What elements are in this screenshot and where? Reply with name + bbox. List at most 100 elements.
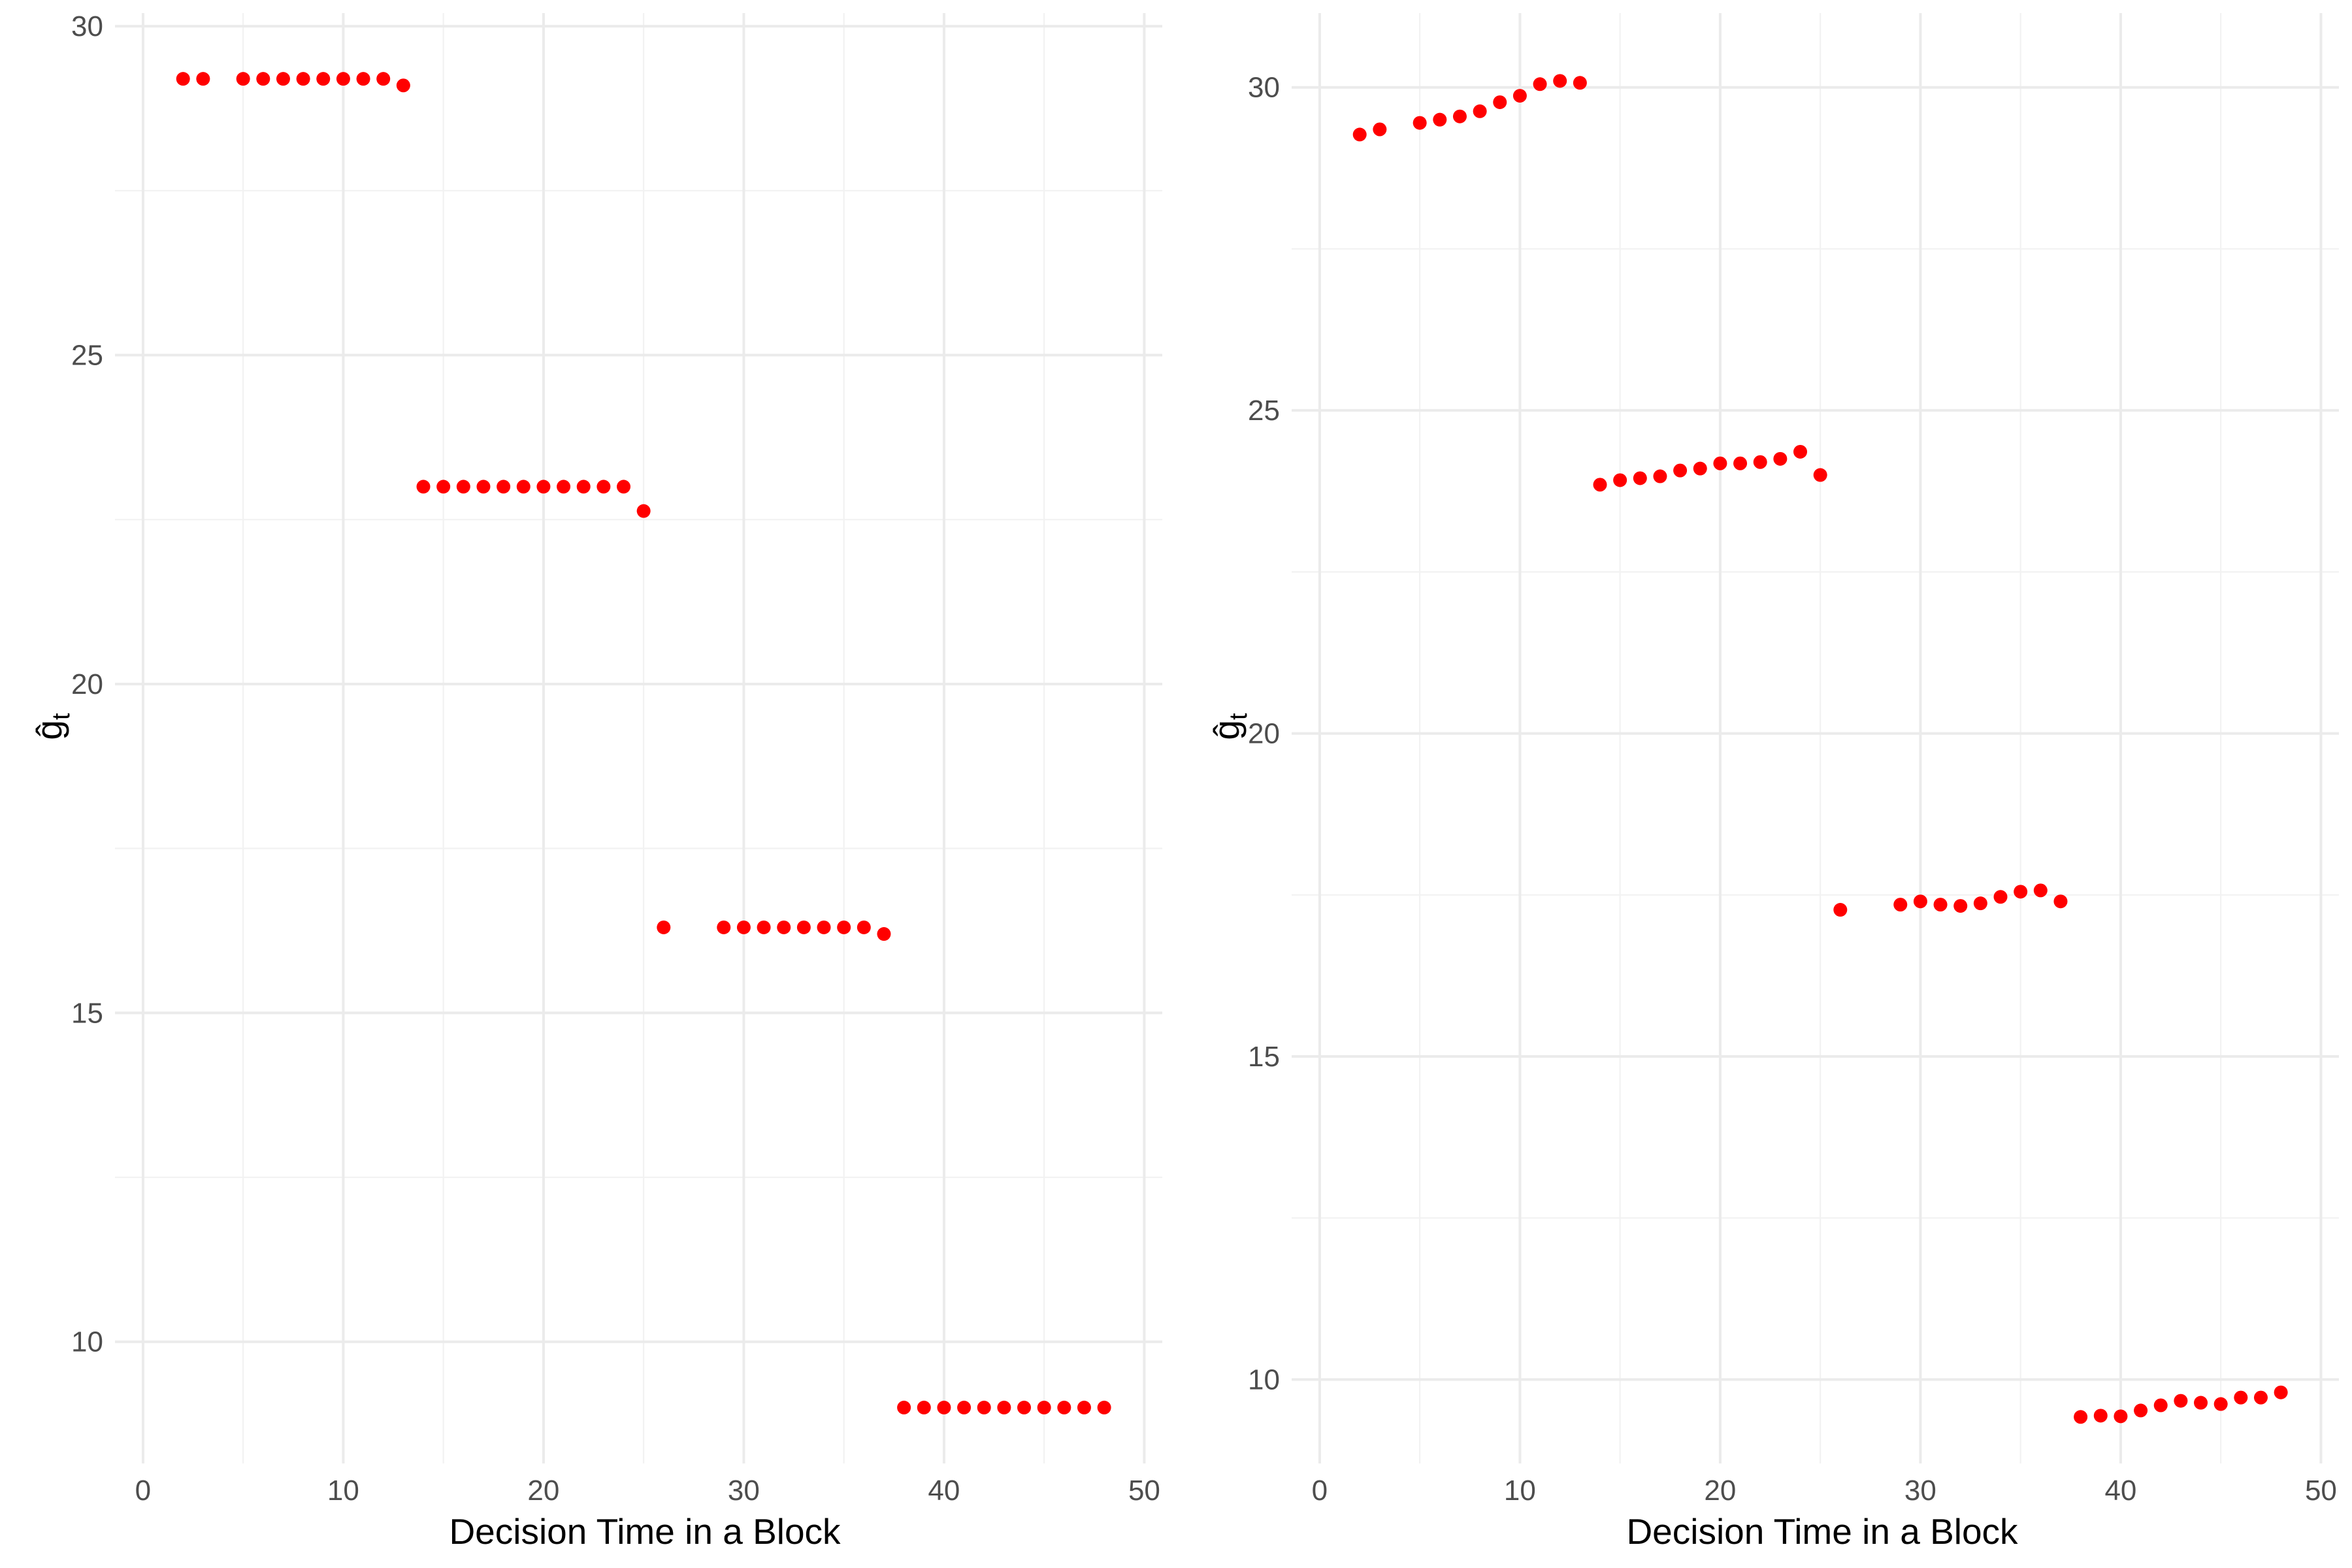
data-point (1057, 1400, 1071, 1414)
data-point (2153, 1398, 2168, 1413)
left-y-axis-title-subscript: t (48, 713, 75, 720)
data-point (2234, 1390, 2248, 1405)
y-tick-label: 25 (71, 340, 103, 372)
data-point (857, 920, 871, 934)
x-tick-label: 50 (2305, 1475, 2337, 1507)
y-tick-label: 25 (1248, 395, 1280, 427)
data-point (1933, 898, 1948, 912)
data-point (1713, 456, 1727, 470)
data-point (817, 920, 831, 934)
left-tick-labels: 0 10 20 30 40 50 10 15 20 25 30 (71, 10, 1160, 1507)
data-point (1693, 461, 1707, 476)
left-y-axis-title-main: ĝ (29, 720, 69, 740)
data-point (1553, 74, 1567, 88)
x-tick-label: 0 (1312, 1475, 1328, 1507)
data-point (1913, 894, 1927, 909)
x-tick-label: 40 (2104, 1475, 2136, 1507)
data-point (356, 72, 370, 86)
right-tick-labels: 0 10 20 30 40 50 10 15 20 25 30 (1248, 72, 2337, 1507)
y-tick-label: 30 (71, 10, 103, 42)
left-panel: 0 10 20 30 40 50 10 15 20 25 30 Decision Time in a… (29, 10, 1162, 1552)
data-point (1753, 455, 1767, 469)
data-point (2253, 1390, 2268, 1405)
right-y-axis-title-main: ĝ (1206, 720, 1247, 740)
data-point (1793, 444, 1808, 459)
data-point (2093, 1409, 2108, 1423)
data-point (1352, 127, 1367, 142)
data-point (1893, 898, 1908, 912)
data-point (917, 1400, 931, 1414)
data-point (2114, 1409, 2128, 1424)
data-point (1097, 1400, 1111, 1414)
data-point (657, 920, 671, 934)
data-point (937, 1400, 951, 1414)
right-gridlines (1292, 13, 2339, 1463)
data-point (997, 1400, 1011, 1414)
data-point (2213, 1397, 2228, 1411)
data-point (1833, 903, 1848, 917)
data-point (2053, 894, 2068, 909)
data-point (456, 480, 470, 494)
left-x-axis-title: Decision Time in a Block (449, 1511, 841, 1552)
x-tick-label: 0 (135, 1475, 151, 1507)
data-point (717, 920, 731, 934)
y-tick-label: 30 (1248, 72, 1280, 104)
data-point (796, 920, 811, 934)
data-point (1493, 95, 1507, 109)
left-gridlines (115, 13, 1162, 1463)
data-point (476, 480, 491, 494)
data-point (176, 72, 190, 86)
x-tick-label: 10 (1504, 1475, 1536, 1507)
right-y-axis-title-subscript: t (1225, 713, 1252, 720)
x-tick-label: 20 (527, 1475, 559, 1507)
data-point (2194, 1396, 2208, 1410)
data-point (1773, 451, 1788, 466)
data-point (1017, 1400, 1032, 1414)
data-point (1373, 122, 1387, 137)
data-point (1953, 899, 1968, 913)
data-point (957, 1400, 972, 1414)
data-point (296, 72, 310, 86)
data-point (536, 480, 551, 494)
data-point (2014, 885, 2028, 899)
data-point (1413, 116, 1427, 130)
x-tick-label: 50 (1128, 1475, 1160, 1507)
data-point (2033, 883, 2048, 898)
x-tick-label: 40 (928, 1475, 960, 1507)
right-panel: 0 10 20 30 40 50 10 15 20 25 30 Decision Time in a… (1206, 13, 2339, 1552)
data-point (316, 72, 331, 86)
data-point (1813, 468, 1827, 482)
right-x-axis-title: Decision Time in a Block (1626, 1511, 2018, 1552)
data-point (1473, 104, 1487, 118)
data-point (1512, 89, 1527, 103)
data-point (757, 920, 771, 934)
data-point (196, 72, 210, 86)
y-tick-label: 10 (1248, 1364, 1280, 1396)
data-point (617, 480, 631, 494)
y-tick-label: 10 (71, 1326, 103, 1358)
data-point (236, 72, 250, 86)
data-point (1633, 471, 1647, 485)
right-points (1352, 74, 2288, 1424)
data-point (897, 1400, 911, 1414)
left-points (176, 72, 1111, 1414)
data-point (557, 480, 571, 494)
y-tick-label: 20 (1248, 718, 1280, 750)
x-tick-label: 30 (1904, 1475, 1936, 1507)
data-point (336, 72, 350, 86)
x-tick-label: 10 (327, 1475, 359, 1507)
x-tick-label: 20 (1704, 1475, 1736, 1507)
left-y-axis-title: ĝt (29, 713, 75, 740)
data-point (1433, 112, 1447, 127)
data-point (1733, 456, 1748, 470)
data-point (636, 504, 651, 518)
data-point (1653, 469, 1667, 483)
data-point (2134, 1403, 2148, 1418)
data-point (516, 480, 531, 494)
data-point (1037, 1400, 1051, 1414)
data-point (376, 72, 391, 86)
data-point (436, 480, 451, 494)
data-point (977, 1400, 991, 1414)
data-point (497, 480, 511, 494)
